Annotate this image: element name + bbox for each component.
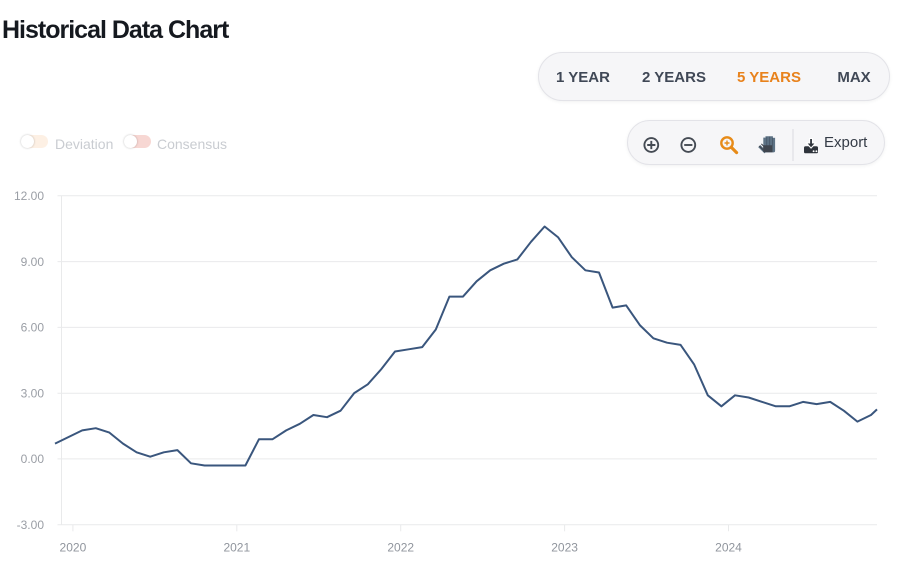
svg-text:9.00: 9.00	[21, 255, 45, 269]
svg-text:0.00: 0.00	[21, 452, 45, 466]
svg-text:2023: 2023	[551, 541, 578, 555]
svg-text:-3.00: -3.00	[17, 518, 45, 532]
svg-text:2020: 2020	[60, 541, 87, 555]
svg-text:2024: 2024	[715, 541, 742, 555]
svg-text:2021: 2021	[223, 541, 250, 555]
svg-text:6.00: 6.00	[21, 321, 45, 335]
svg-text:3.00: 3.00	[21, 386, 45, 400]
svg-text:12.00: 12.00	[14, 189, 44, 203]
svg-text:2022: 2022	[387, 541, 414, 555]
